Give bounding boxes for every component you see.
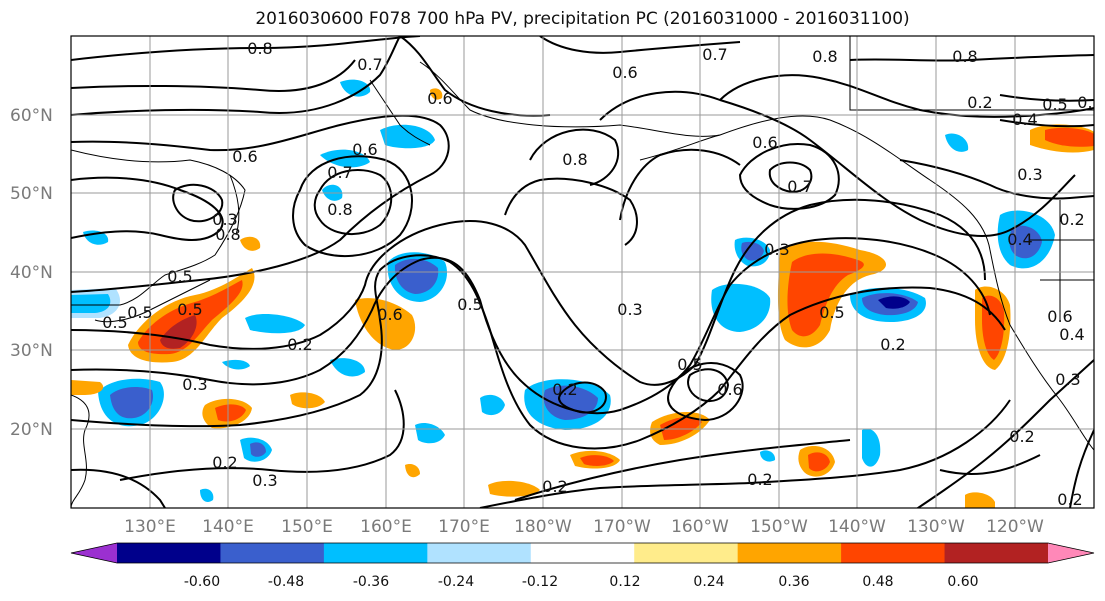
colorbar-tick-label: -0.60 — [184, 574, 220, 590]
colorbar-tick-label: -0.12 — [522, 574, 558, 590]
contour-label: 0.3 — [617, 300, 642, 319]
lon-label-140e: 140°E — [202, 517, 254, 537]
contour-label: 0.2 — [967, 93, 992, 112]
colorbar-tick-label: 0.48 — [862, 574, 893, 590]
contour-label: 0.5 — [127, 303, 152, 322]
contour-label: 0.5 — [819, 303, 844, 322]
contour-labels: 0.8 0.70.60.80.70.80.80.7 0.60.50.60.70.80… — [102, 39, 1102, 509]
colorbar-extend-high — [1048, 543, 1094, 563]
colorbar-tick-label: 0.12 — [609, 574, 640, 590]
lat-label-30n: 30°N — [10, 341, 53, 361]
colorbar-segment — [427, 543, 532, 563]
contour-label: 0.6 — [427, 89, 452, 108]
lon-label-160e: 160°E — [360, 517, 412, 537]
contour-label: 0.6 — [717, 380, 742, 399]
contour-label: 0.5 — [177, 300, 202, 319]
contour-label: 0.8 — [215, 225, 240, 244]
contour-label: 0.4 — [1059, 325, 1084, 344]
lon-label-130w: 130°W — [907, 517, 965, 537]
colorbar-tick-label: 0.24 — [693, 574, 724, 590]
colorbar-tick-label: -0.48 — [268, 574, 304, 590]
colorbar-extend-low — [71, 543, 117, 563]
colorbar-segment — [117, 543, 221, 563]
contour-label: 0.7 — [357, 55, 382, 74]
contour-label: 0.3 — [252, 471, 277, 490]
lat-label-20n: 20°N — [10, 420, 53, 440]
contour-label: 0.6 — [612, 63, 637, 82]
colorbar-segment — [220, 543, 325, 563]
contour-label: 0.2 — [1059, 210, 1084, 229]
lon-label-120w: 120°W — [986, 517, 1044, 537]
colorbar — [70, 542, 1095, 564]
contour-label: 0.3 — [1055, 370, 1080, 389]
latitude-labels: 60°N 50°N 40°N 30°N 20°N — [10, 106, 53, 440]
map-frame — [70, 35, 1095, 509]
graticule — [71, 36, 1094, 508]
colorbar-segment — [634, 543, 739, 563]
longitude-labels: 130°E 140°E 150°E 160°E 170°E 180°W 170°… — [124, 517, 1044, 537]
contour-label: 0.5 — [457, 295, 482, 314]
contour-label: 0.3 — [1017, 165, 1042, 184]
contour-label: 0.4 — [1012, 110, 1037, 129]
colorbar-segment — [530, 543, 635, 563]
contour-label: 0.5 — [677, 355, 702, 374]
contour-label: 0.5 — [167, 267, 192, 286]
contour-label: 0.8 — [562, 150, 587, 169]
colorbar-tick-label: 0.60 — [947, 574, 978, 590]
contour-label: 0.2 — [1057, 490, 1082, 509]
map-title: 2016030600 F078 700 hPa PV, precipitatio… — [255, 9, 910, 29]
lon-label-150w: 150°W — [750, 517, 808, 537]
contour-label: 0.3 — [764, 240, 789, 259]
colorbar-segment — [841, 543, 946, 563]
lat-label-40n: 40°N — [10, 263, 53, 283]
lon-label-170e: 170°E — [438, 517, 490, 537]
precip-shading — [71, 79, 1094, 508]
lat-label-50n: 50°N — [10, 184, 53, 204]
lon-label-140w: 140°W — [828, 517, 886, 537]
colorbar-tick-labels: -0.60 -0.48 -0.36 -0.24 -0.12 0.12 0.24 … — [184, 574, 979, 590]
contour-label: 0.6 — [377, 305, 402, 324]
contour-label: 0.8 — [812, 47, 837, 66]
contour-label: 0.6 — [752, 133, 777, 152]
lon-label-160w: 160°W — [671, 517, 729, 537]
contour-label: 0.4 — [1007, 230, 1032, 249]
lon-label-170w: 170°W — [593, 517, 651, 537]
contour-label: 0.6 — [1047, 307, 1072, 326]
colorbar-segment — [323, 543, 428, 563]
contour-label: 0.2 — [212, 453, 237, 472]
contour-label: 0.2 — [880, 335, 905, 354]
contour-label: 0.2 — [542, 477, 567, 496]
contour-label: 0.7 — [702, 45, 727, 64]
contour-label: 0.6 — [352, 140, 377, 159]
contour-label: 0.2 — [287, 335, 312, 354]
lon-label-150e: 150°E — [281, 517, 333, 537]
contour-label: 0.2 — [552, 380, 577, 399]
contour-label: 0.7 — [787, 177, 812, 196]
lon-label-130e: 130°E — [124, 517, 176, 537]
contour-label: 0.8 — [247, 39, 272, 58]
colorbar-tick-label: -0.36 — [353, 574, 389, 590]
lat-label-60n: 60°N — [10, 106, 53, 126]
colorbar-tick-label: 0.36 — [778, 574, 809, 590]
lon-label-180w: 180°W — [514, 517, 572, 537]
contour-label: 0.5 — [1042, 95, 1067, 114]
contour-label: 0.8 — [327, 200, 352, 219]
contour-label: 0.3 — [182, 375, 207, 394]
contour-label: 0.7 — [327, 163, 352, 182]
colorbar-segment — [944, 543, 1049, 563]
colorbar-outline — [70, 542, 1095, 564]
contour-label: 0.3 — [212, 210, 237, 229]
map-panel: 0.8 0.70.60.80.70.80.80.7 0.60.50.60.70.80… — [70, 35, 1102, 509]
colorbar-segment — [737, 543, 842, 563]
colorbar-tick-label: -0.24 — [438, 574, 474, 590]
contour-label: 0.7 — [1077, 93, 1102, 112]
contour-label: 0.5 — [102, 313, 127, 332]
contour-label: 0.6 — [232, 147, 257, 166]
contour-label: 0.2 — [1009, 427, 1034, 446]
contour-label: 0.8 — [952, 47, 977, 66]
contour-label: 0.2 — [747, 470, 772, 489]
